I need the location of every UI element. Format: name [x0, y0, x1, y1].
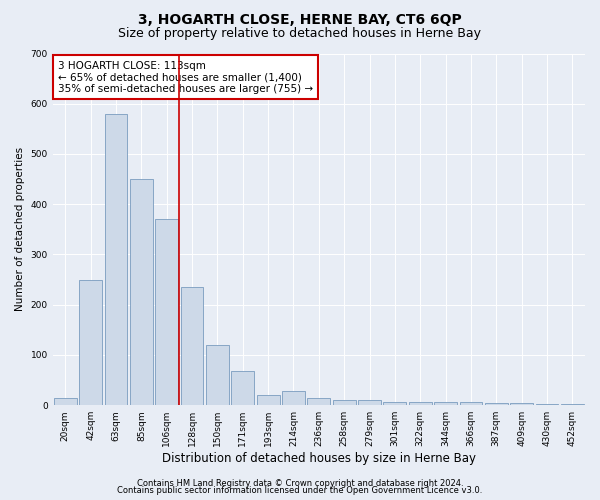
Text: Contains HM Land Registry data © Crown copyright and database right 2024.: Contains HM Land Registry data © Crown c… [137, 478, 463, 488]
Bar [434, 402, 457, 405]
Bar [232, 371, 254, 405]
Bar [409, 402, 431, 405]
Bar [257, 395, 280, 405]
Bar [307, 398, 330, 405]
Bar [510, 403, 533, 405]
Text: Size of property relative to detached houses in Herne Bay: Size of property relative to detached ho… [119, 28, 482, 40]
Bar [561, 404, 584, 405]
Bar [54, 398, 77, 405]
Bar [155, 220, 178, 405]
X-axis label: Distribution of detached houses by size in Herne Bay: Distribution of detached houses by size … [162, 452, 476, 465]
Bar [536, 404, 559, 405]
Text: 3, HOGARTH CLOSE, HERNE BAY, CT6 6QP: 3, HOGARTH CLOSE, HERNE BAY, CT6 6QP [138, 12, 462, 26]
Bar [206, 345, 229, 405]
Bar [79, 280, 102, 405]
Bar [333, 400, 356, 405]
Bar [130, 179, 153, 405]
Bar [358, 400, 381, 405]
Text: 3 HOGARTH CLOSE: 113sqm
← 65% of detached houses are smaller (1,400)
35% of semi: 3 HOGARTH CLOSE: 113sqm ← 65% of detache… [58, 60, 313, 94]
Bar [485, 403, 508, 405]
Bar [282, 391, 305, 405]
Bar [181, 287, 203, 405]
Bar [460, 402, 482, 405]
Bar [383, 402, 406, 405]
Bar [104, 114, 127, 405]
Y-axis label: Number of detached properties: Number of detached properties [15, 148, 25, 312]
Text: Contains public sector information licensed under the Open Government Licence v3: Contains public sector information licen… [118, 486, 482, 495]
